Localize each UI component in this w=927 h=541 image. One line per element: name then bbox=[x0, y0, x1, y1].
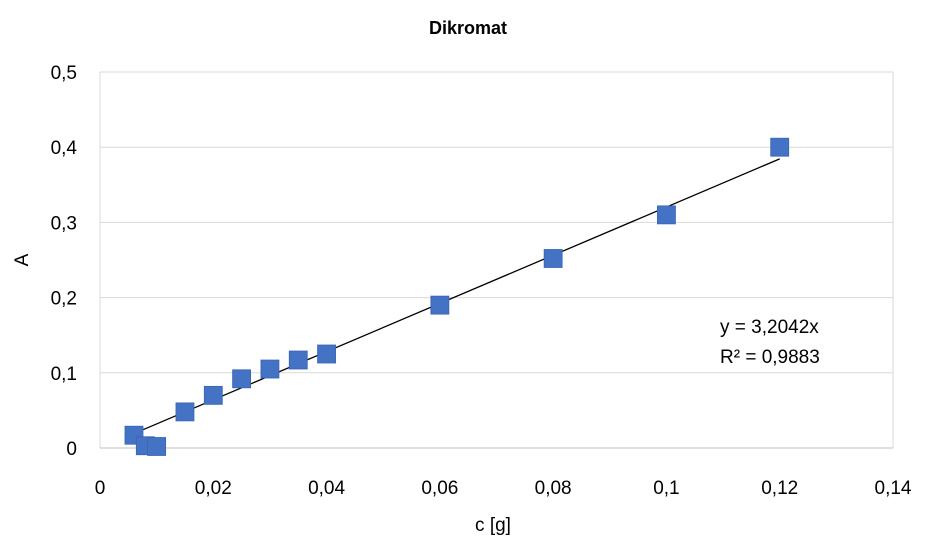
x-tick-label: 0,14 bbox=[875, 478, 912, 499]
data-point bbox=[232, 369, 252, 389]
gridlines bbox=[100, 71, 893, 374]
data-point bbox=[260, 359, 280, 379]
x-axis-label: c [g] bbox=[475, 515, 511, 536]
x-tick-label: 0,08 bbox=[535, 478, 572, 499]
data-point bbox=[147, 437, 167, 456]
x-tick-labels: 0 0,02 0,04 0,06 0,08 0,1 0,12 0,14 bbox=[95, 478, 912, 499]
data-point bbox=[770, 137, 790, 157]
x-tick-label: 0,02 bbox=[195, 478, 232, 499]
x-tick-label: 0,04 bbox=[308, 478, 345, 499]
trendline-r-squared: R² = 0,9883 bbox=[720, 347, 820, 368]
trendline-equation: y = 3,2042x bbox=[720, 317, 819, 338]
data-point bbox=[175, 402, 195, 422]
chart-title: Dikromat bbox=[429, 18, 507, 38]
y-tick-label: 0,2 bbox=[51, 289, 77, 310]
axes bbox=[99, 72, 894, 449]
y-tick-label: 0,5 bbox=[51, 63, 77, 84]
y-tick-label: 0,4 bbox=[51, 138, 78, 159]
x-tick-label: 0,12 bbox=[761, 478, 798, 499]
data-point bbox=[203, 385, 223, 405]
data-points bbox=[124, 137, 790, 456]
y-tick-label: 0,3 bbox=[51, 213, 77, 234]
trendline bbox=[133, 158, 780, 435]
x-tick-label: 0,06 bbox=[421, 478, 458, 499]
data-point bbox=[657, 205, 676, 225]
data-point bbox=[543, 249, 563, 268]
trendline-group bbox=[133, 158, 780, 435]
data-point bbox=[317, 344, 336, 364]
y-axis-label: A bbox=[12, 253, 33, 266]
x-tick-label: 0 bbox=[95, 478, 106, 499]
x-tick-label: 0,1 bbox=[653, 478, 679, 499]
data-point bbox=[288, 350, 308, 370]
y-tick-label: 0,1 bbox=[51, 364, 77, 385]
y-tick-labels: 0 0,1 0,2 0,3 0,4 0,5 bbox=[51, 63, 78, 460]
y-tick-label: 0 bbox=[66, 439, 77, 460]
data-point bbox=[430, 295, 450, 315]
